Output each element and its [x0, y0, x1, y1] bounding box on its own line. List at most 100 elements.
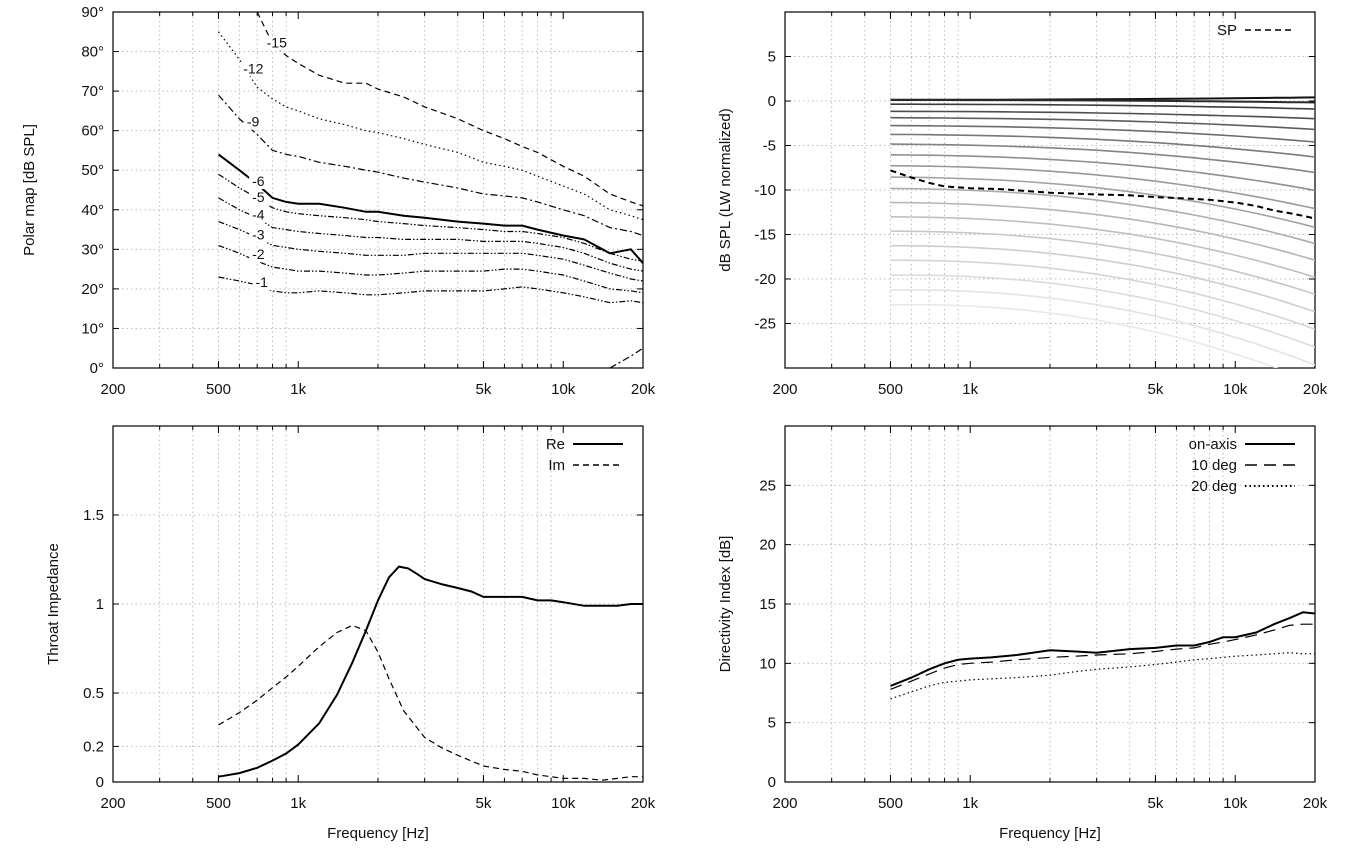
x-tick-label: 1k [962, 795, 978, 812]
series-Im [218, 624, 643, 781]
curve-label: -5 [252, 189, 265, 205]
y-tick-label: -20 [754, 271, 776, 288]
series-20-deg [890, 652, 1315, 700]
legend-label: 10 deg [1191, 457, 1237, 474]
y-tick-label: -15 [754, 227, 776, 244]
curve-label-bg [249, 248, 272, 263]
y-tick-label: 20° [81, 281, 104, 298]
x-tick-label: 500 [206, 381, 231, 398]
legend-label: Re [546, 436, 565, 453]
series-Re [218, 565, 643, 778]
y-tick-label: 50° [81, 162, 104, 179]
x-tick-label: 20k [631, 381, 656, 398]
series-sp [890, 169, 1315, 220]
x-axis-label: Frequency [Hz] [999, 825, 1101, 842]
y-axis-label: Polar map [dB SPL] [21, 124, 38, 256]
legend-label: on-axis [1189, 436, 1237, 453]
y-tick-label: 10 [759, 655, 776, 672]
x-tick-label: 10k [1223, 381, 1248, 398]
x-tick-label: 1k [962, 381, 978, 398]
y-tick-label: 0.2 [83, 738, 104, 755]
curve-label: -6 [252, 173, 265, 189]
curve-label-bg [249, 208, 272, 223]
y-tick-label: 60° [81, 123, 104, 140]
curve-label-bg [249, 190, 272, 205]
series-gray-6 [890, 133, 1315, 158]
x-tick-label: 10k [551, 795, 576, 812]
series-10-deg [890, 623, 1315, 690]
chart-di: 0 5 10 15 20 25 200 500 1k 5k 10k 20k Directivity In… [717, 425, 1328, 842]
x-axis-label: Frequency [Hz] [327, 825, 429, 842]
series-gray-8 [890, 154, 1315, 192]
legend-label: 20 deg [1191, 478, 1237, 495]
x-tick-label: 10k [551, 381, 576, 398]
curve-label-bg [243, 115, 266, 130]
series--1 [218, 276, 643, 304]
chart-norm: 5 0 -5 -10 -15 -20 -25 200 500 1k 5k 10k 20k dB SPL (… [717, 11, 1328, 398]
y-axis-label: Throat Impedance [45, 543, 62, 665]
y-tick-label: 0 [768, 93, 776, 110]
curve-label-bg [249, 228, 272, 243]
legend-label: Im [548, 457, 565, 474]
y-tick-label: 90° [81, 4, 104, 21]
x-tick-label: 1k [290, 381, 306, 398]
y-tick-label: 40° [81, 202, 104, 219]
y-tick-label: 0 [96, 774, 104, 791]
series--9 [218, 94, 643, 237]
curve-label: -3 [252, 226, 265, 242]
y-tick-label: 0 [768, 774, 776, 791]
x-tick-label: 5k [476, 795, 492, 812]
x-tick-label: 20k [1303, 795, 1328, 812]
plot-frame [784, 425, 1316, 783]
x-tick-label: 200 [100, 381, 125, 398]
plot-frame [112, 11, 644, 369]
chart-polar: 0° 10° 20° 30° 40° 50° 60° 70° 80° 90° 200 500 1k 5k 1… [21, 4, 656, 398]
series-gray-1 [890, 99, 1315, 104]
x-tick-label: 500 [206, 795, 231, 812]
series-gray-15 [890, 244, 1315, 313]
y-tick-label: 0° [90, 360, 104, 377]
y-tick-label: -10 [754, 182, 776, 199]
y-tick-label: 0.5 [83, 685, 104, 702]
x-tick-label: 200 [772, 795, 797, 812]
x-tick-label: 5k [1148, 381, 1164, 398]
series-gray-18 [890, 289, 1315, 366]
curve-label-bg [240, 62, 271, 77]
curve-label-bg [263, 36, 294, 51]
series-on-axis [890, 611, 1315, 687]
series-gray-7 [890, 143, 1315, 174]
curve-label: -15 [267, 35, 287, 51]
y-tick-label: -5 [763, 138, 776, 155]
curve-label-bg [249, 175, 272, 190]
y-tick-label: 25 [759, 477, 776, 494]
x-tick-label: 20k [631, 795, 656, 812]
chart-imp: 0 0.2 0.5 1 1.5 200 500 1k 5k 10k 20k Throat Impeda… [45, 425, 656, 842]
series-gray-10 [890, 176, 1315, 229]
x-tick-label: 500 [878, 795, 903, 812]
legend-label: SP [1217, 22, 1237, 39]
series-gray-16 [890, 259, 1315, 331]
y-tick-label: 1.5 [83, 507, 104, 524]
curve-label-bg [252, 275, 275, 290]
series-gray-3 [890, 110, 1315, 120]
x-tick-label: 5k [1148, 795, 1164, 812]
series--2 [218, 244, 643, 294]
series--5 [218, 173, 643, 262]
series-gray-13 [890, 216, 1315, 279]
y-tick-label: 5 [768, 715, 776, 732]
series-gray-4 [890, 116, 1315, 131]
x-tick-label: 10k [1223, 795, 1248, 812]
series--12 [218, 31, 643, 221]
y-tick-label: 20 [759, 537, 776, 554]
y-tick-label: 15 [759, 596, 776, 613]
series-gray-17 [890, 274, 1315, 348]
curve-label: -9 [247, 114, 260, 130]
series-gray-9 [890, 164, 1315, 210]
y-axis-label: dB SPL (LW normalized) [717, 108, 734, 271]
series-gray-12 [890, 201, 1315, 261]
y-tick-label: 30° [81, 241, 104, 258]
x-tick-label: 200 [100, 795, 125, 812]
series--15 [256, 12, 643, 207]
y-tick-label: 80° [81, 44, 104, 61]
y-tick-label: 5 [768, 49, 776, 66]
